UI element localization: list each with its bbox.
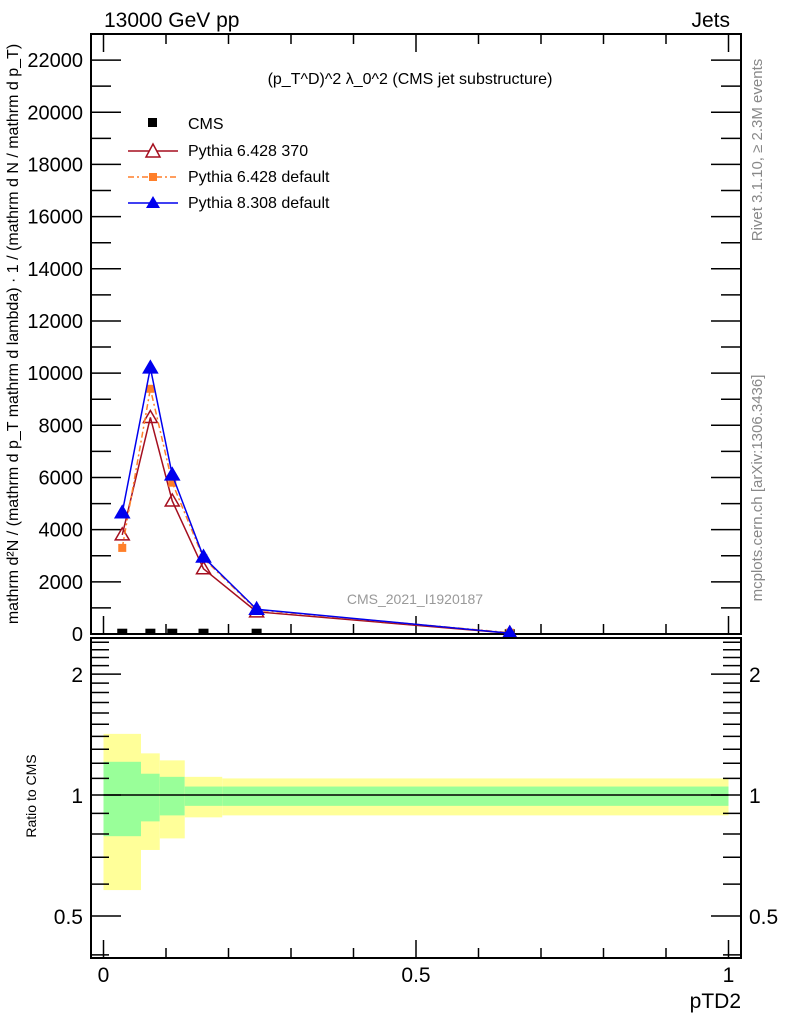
analysis-watermark: CMS_2021_I1920187 [347,591,483,607]
ratio-y-axis-label: Ratio to CMS [23,754,39,837]
plot-title: (p_T^D)^2 λ_0^2 (CMS jet substructure) [268,71,553,88]
x-tick-label: 0.5 [401,964,430,987]
series-line-py8_default [121,367,510,634]
series-line-py6_370 [121,417,510,634]
y-tick-label: 10000 [27,363,83,385]
y-tick-label: 6000 [39,467,84,489]
uncertainty-band-inner [141,773,160,822]
ratio-y-tick-label: 1 [71,785,83,808]
x-tick-label: 0 [98,964,110,987]
data-point-cms [167,628,178,634]
data-point-py6_370 [195,560,212,575]
uncertainty-band-inner [291,786,729,806]
uncertainty-band-inner [184,786,223,806]
y-tick-label: 2000 [39,572,84,594]
ylabel-numerator-2: 1 [5,264,22,273]
ratio-panel: 0.5 0.5 1 1 2 2 0 0.5 1 [54,637,778,987]
y-tick-label: 18000 [27,154,83,176]
legend: CMS Pythia 6.428 370 Pythia 6.428 defaul… [128,116,330,212]
y-tick-label: 22000 [27,50,83,72]
legend-label-cms: CMS [188,116,224,133]
x-axis-label: pTD2 [690,990,741,1013]
ylabel-numerator-1: mathrm d²N [5,540,22,624]
uncertainty-band-inner [103,761,141,837]
ratio-y-tick-label-right: 0.5 [749,906,778,929]
rivet-version-label: Rivet 3.1.10, ≥ 2.3M events [749,59,766,242]
ylabel-denominator-2: mathrm d N / mathrm d p_T [5,49,22,246]
y-tick-label: 16000 [27,207,83,229]
data-point-py6_default [118,543,127,552]
y-axis-label: mathrm d²N / (mathrm d p_T mathrm d lamb… [5,44,22,624]
data-point-py6_370 [113,526,131,541]
ratio-y-tick-label-right: 2 [749,664,761,687]
y-tick-label: 12000 [27,311,83,333]
y-tick-label: 20000 [27,102,83,124]
data-point-py8_default [142,359,159,374]
main-panel: 0 2000 4000 6000 8000 10000 12000 14000 16000 180… [27,33,742,646]
data-point-py8_default [163,466,181,481]
legend-marker-py8-default [146,196,160,208]
data-point-cms [145,628,156,634]
data-point-py8_default [248,600,265,615]
data-point-py6_default [168,478,177,487]
data-point-py8_default [113,504,131,519]
ratio-y-tick-label-right: 1 [749,785,761,808]
data-point-py8_default [195,548,212,563]
data-point-py6_default [146,384,155,393]
y-tick-label: 4000 [39,520,84,542]
y-tick-label: 0 [72,624,83,646]
series-line-py6_default [121,388,510,634]
ratio-y-tick-label: 2 [71,664,83,687]
legend-marker-py6-default [149,173,157,181]
ratio-y-tick-label: 0.5 [54,906,83,929]
legend-label-py8-default: Pythia 8.308 default [188,195,330,212]
legend-label-py6-default: Pythia 6.428 default [188,169,330,186]
y-tick-label: 14000 [27,259,83,281]
data-point-py6_370 [142,408,159,424]
data-point-cms [251,628,262,634]
uncertainty-band-inner [222,786,291,806]
legend-marker-cms [148,118,157,127]
legend-marker-py6-370 [144,142,162,158]
data-point-py6_370 [163,492,181,507]
data-point-cms [198,628,209,634]
legend-label-py6-370: Pythia 6.428 370 [188,143,308,160]
ylabel-denominator-1: mathrm d p_T mathrm d lambda [5,293,22,521]
y-tick-label: 8000 [39,415,84,437]
data-point-cms [117,628,128,634]
header-left: 13000 GeV pp [104,9,239,32]
uncertainty-band-inner [159,776,185,816]
mcplots-label: mcplots.cern.ch [arXiv:1306.3436] [749,375,766,602]
x-tick-label: 1 [723,964,735,987]
header-right: Jets [691,9,730,32]
